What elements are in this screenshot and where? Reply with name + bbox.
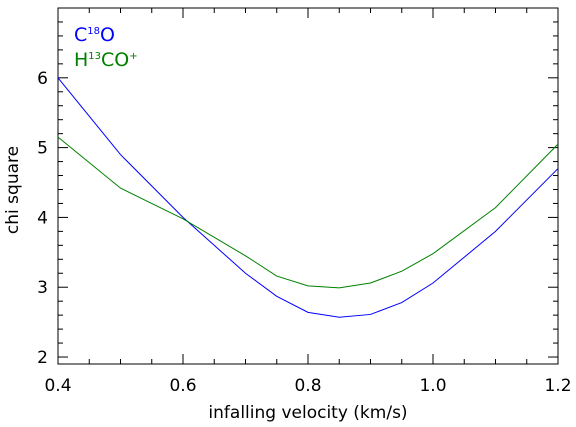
x-tick-label: 0.4 — [44, 376, 71, 396]
y-tick-label: 2 — [37, 348, 48, 368]
y-axis-label: chi square — [3, 146, 23, 234]
x-tick-label: 0.6 — [169, 376, 196, 396]
legend-entry-c18o: C18O — [74, 24, 115, 46]
x-tick-label: 1.2 — [544, 376, 571, 396]
y-tick-label: 4 — [37, 208, 48, 228]
y-tick-label: 6 — [37, 69, 48, 89]
x-axis-label: infalling velocity (km/s) — [208, 403, 407, 423]
legend-entry-h13co: H13CO+ — [74, 49, 138, 71]
legend: C18O H13CO+ — [74, 24, 138, 71]
x-tick-label: 0.8 — [294, 376, 321, 396]
axis-tick-labels: 0.4 0.6 0.8 1.0 1.2 2 3 4 5 6 — [37, 69, 571, 396]
series-lines — [58, 77, 558, 318]
axis-ticks — [57, 7, 559, 364]
series-line-h13co — [58, 136, 558, 289]
x-tick-label: 1.0 — [419, 376, 446, 396]
series-line-c18o — [58, 77, 558, 318]
y-tick-label: 3 — [37, 278, 48, 298]
y-tick-label: 5 — [37, 139, 48, 159]
